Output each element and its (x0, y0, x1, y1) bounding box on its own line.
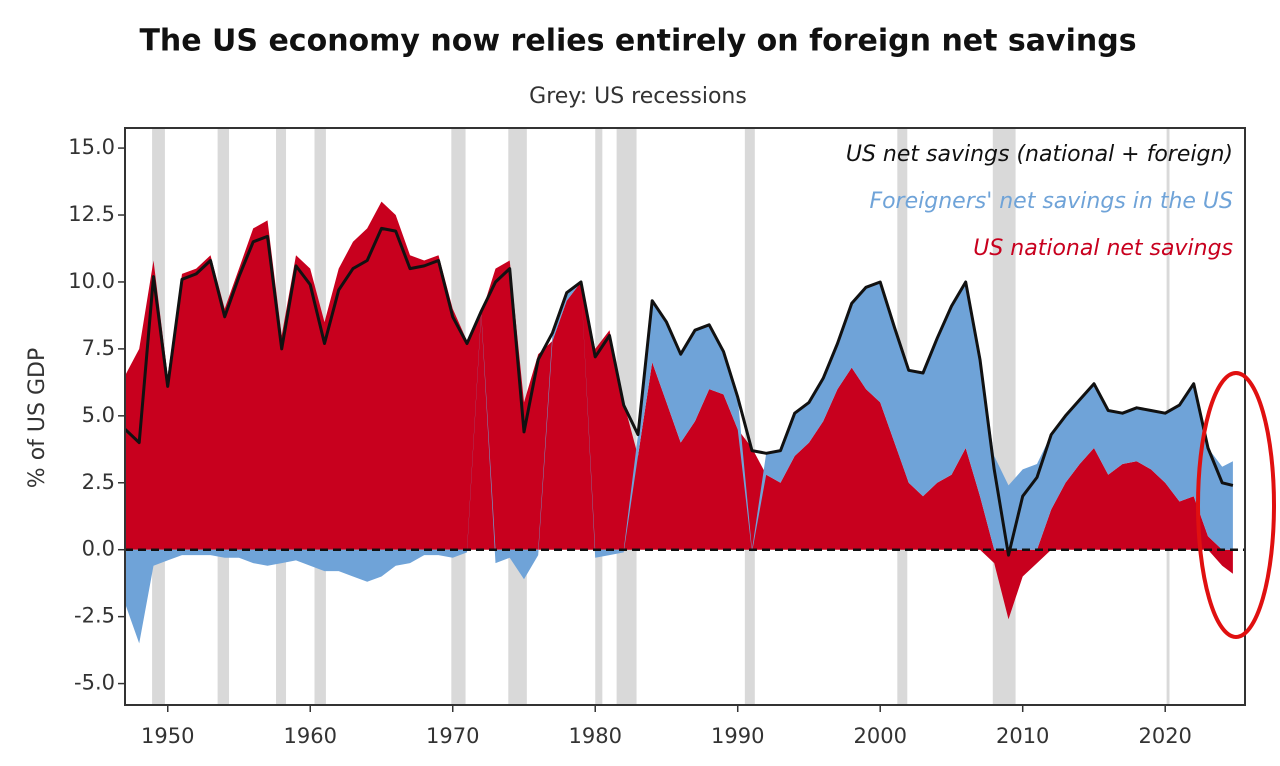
x-tick-label: 1980 (569, 724, 622, 748)
plot-frame (124, 127, 1246, 706)
y-tick-label: 12.5 (68, 202, 115, 226)
y-tick-label: -2.5 (74, 604, 115, 628)
y-tick-label: 10.0 (68, 269, 115, 293)
x-tick-label: 1960 (284, 724, 337, 748)
x-tick-label: 2000 (853, 724, 906, 748)
x-tick-label: 2010 (996, 724, 1049, 748)
y-axis-label: % of US GDP (25, 348, 50, 488)
legend-entry: Foreigners' net savings in the US (869, 189, 1233, 214)
plot-inner (125, 128, 1234, 705)
chart-title: The US economy now relies entirely on fo… (139, 24, 1136, 59)
x-tick-label: 2020 (1138, 724, 1191, 748)
recession-band (744, 128, 755, 705)
legend-entry: US net savings (national + foreign) (846, 142, 1233, 167)
x-tick-label: 1950 (141, 724, 194, 748)
y-tick-label: 0.0 (82, 537, 115, 561)
y-tick-label: 5.0 (82, 403, 115, 427)
area-series (125, 201, 1233, 620)
chart-subtitle: Grey: US recessions (529, 84, 747, 109)
area-series (125, 282, 1233, 644)
y-tick-label: 7.5 (82, 336, 115, 360)
x-tick-label: 1970 (426, 724, 479, 748)
recession-band (992, 128, 1016, 705)
y-tick-label: 2.5 (82, 470, 115, 494)
plot-area: 15.0 12.5 10.0 7.5 5.0 2.5 0.0 -2.5 -5.0 1950 1960… (68, 127, 1246, 748)
y-tick-label: 15.0 (68, 135, 115, 159)
legend-entry: US national net savings (973, 236, 1233, 261)
y-tick-label: -5.0 (74, 671, 115, 695)
x-tick-label: 1990 (711, 724, 764, 748)
highlight-ellipse (1196, 371, 1276, 639)
line-series (125, 226, 1234, 557)
